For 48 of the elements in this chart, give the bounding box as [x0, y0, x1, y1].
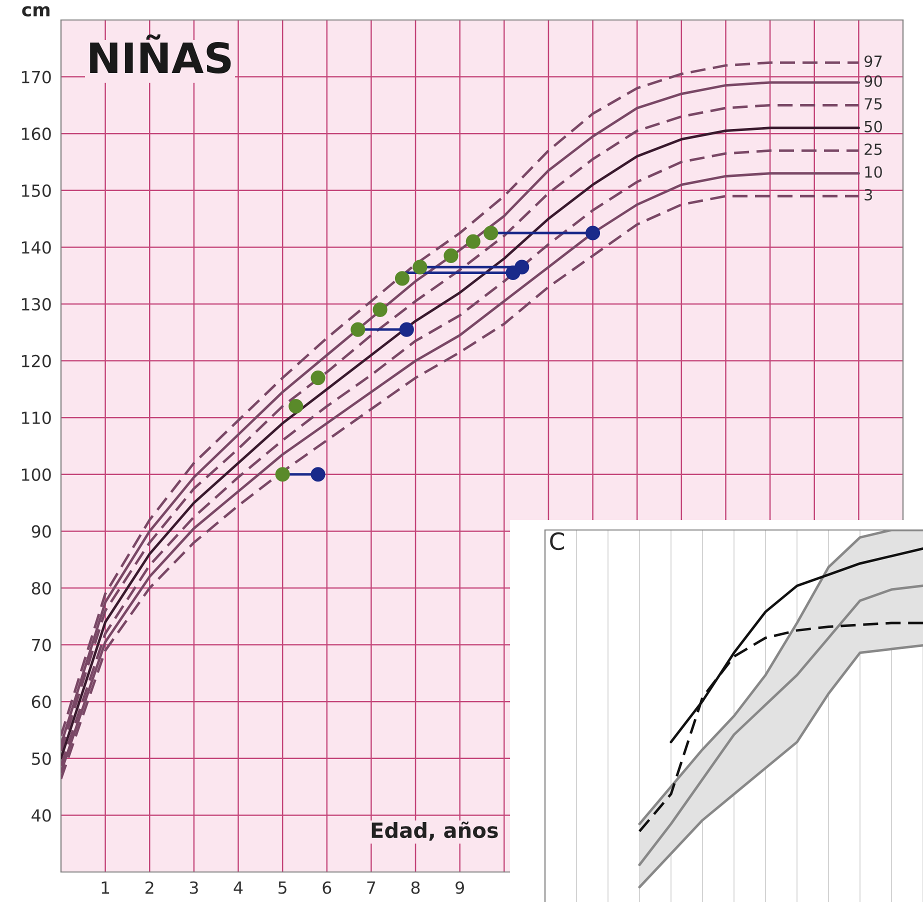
x-tick-label: 6 — [322, 881, 332, 894]
point — [310, 467, 326, 482]
point — [412, 260, 428, 274]
x-tick-label: 1 — [102, 882, 110, 894]
y-tick-label: 120 — [22, 354, 51, 368]
point — [484, 226, 498, 240]
x-tick-label: 8 — [411, 881, 420, 894]
chart-title: C — [550, 532, 564, 550]
point — [466, 234, 480, 249]
x-tick-label: 7 — [367, 882, 376, 894]
point — [350, 322, 366, 337]
point — [310, 370, 326, 386]
y-tick-label: 110 — [22, 412, 51, 424]
y-tick-label: 130 — [22, 298, 51, 311]
x-tick-label: 5 — [278, 882, 286, 894]
y-axis-title: cm — [22, 6, 50, 16]
series-label: 90 — [864, 75, 882, 87]
y-tick-label: 40 — [32, 809, 51, 822]
chart-title: NIÑAS — [90, 34, 231, 74]
y-tick-label: 90 — [32, 525, 51, 538]
series-label: 75 — [864, 98, 882, 110]
series-label: 50 — [864, 120, 882, 132]
y-tick-label: 70 — [32, 638, 51, 652]
y-tick-label: 150 — [22, 184, 51, 197]
x-tick-label: 2 — [146, 881, 154, 894]
x-tick-label: 9 — [456, 881, 464, 894]
point — [394, 271, 410, 286]
y-tick-label: 50 — [32, 752, 51, 765]
y-tick-label: 100 — [22, 468, 51, 481]
y-tick-label: 160 — [22, 128, 51, 140]
x-tick-label: 4 — [234, 882, 243, 894]
point — [444, 248, 458, 264]
y-tick-label: 140 — [22, 241, 51, 254]
point — [275, 467, 290, 482]
x-tick-label: 3 — [190, 881, 198, 894]
y-tick-label: 80 — [32, 582, 51, 595]
point — [372, 302, 388, 317]
point — [586, 226, 600, 240]
y-tick-label: 60 — [32, 696, 51, 708]
point — [514, 260, 530, 274]
y-tick-label: 170 — [22, 70, 51, 84]
point — [399, 322, 414, 337]
series-label: 97 — [864, 55, 882, 68]
point — [288, 398, 304, 414]
x-axis-title: Edad, años — [372, 822, 498, 841]
series-label: 3 — [864, 188, 872, 201]
series-label: 10 — [865, 166, 882, 178]
series-label: 25 — [864, 144, 882, 156]
